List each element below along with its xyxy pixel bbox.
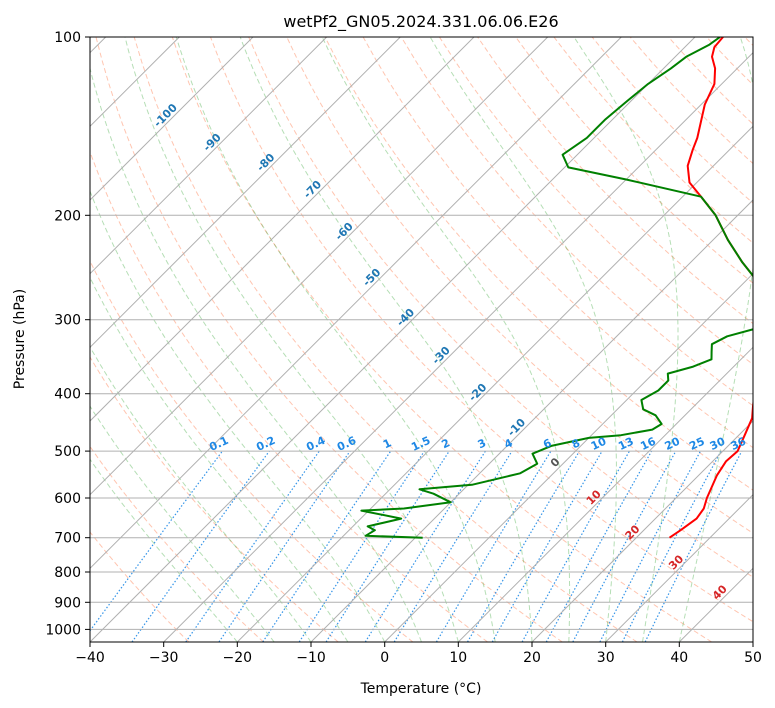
moist-adiabat (429, 37, 617, 642)
dry-adiabat (90, 356, 339, 642)
dry-adiabat (90, 150, 488, 642)
y-tick-label: 1000 (45, 622, 81, 638)
y-tick-label: 500 (54, 444, 81, 460)
x-tick-label: 0 (380, 650, 389, 666)
moist-adiabat (90, 66, 422, 642)
y-tick-label: 300 (54, 313, 81, 329)
mixing-ratio-labels: 0.1 0.2 0.4 0.6 1 1.5 2 3 4 6 8 10 13 16 20 25 30 36 (207, 434, 748, 454)
y-tick-label: 900 (54, 595, 81, 611)
mixing-ratio-line (298, 450, 425, 642)
mixing-ratio-line (131, 450, 270, 642)
isotherm-line (457, 346, 753, 642)
x-tick-label: 20 (523, 650, 541, 666)
mixing-ratio-line (545, 450, 653, 642)
moist-adiabat (90, 405, 275, 642)
y-tick-label: 800 (54, 565, 81, 581)
mixing-ratio-line (393, 450, 513, 642)
profile-lines (360, 37, 753, 539)
x-axis-label: Temperature (°C) (360, 681, 482, 697)
x-tick-label: 50 (744, 650, 762, 666)
mixing-ratio-line (325, 450, 450, 642)
dry-adiabat (210, 37, 753, 623)
mixing-ratio-label: 25 (687, 435, 706, 453)
y-axis: 100 200 300 400 500 600 700 800 900 1000 (45, 30, 90, 638)
isotherm-line (236, 125, 753, 642)
isotherm-line (90, 37, 549, 496)
moist-adiabat (90, 458, 238, 642)
mixing-ratio-label: 36 (729, 435, 749, 453)
moist-adiabat (90, 189, 386, 642)
mixing-ratio-line (262, 450, 392, 642)
y-tick-label: 100 (54, 30, 81, 46)
mixing-ratio-label: 13 (616, 435, 635, 453)
isotherm-line (90, 37, 254, 201)
dry-adiabat (133, 37, 638, 642)
isotherm-line (605, 493, 753, 642)
x-tick-label: −30 (149, 650, 179, 666)
isotherm-line (90, 37, 622, 570)
mixing-ratio-label: 20 (663, 435, 683, 453)
y-axis-label: Pressure (hPa) (12, 289, 28, 389)
isotherm-line (90, 37, 475, 422)
mixing-ratio-line (572, 450, 677, 642)
dry-adiabat (515, 37, 753, 284)
x-tick-label: −20 (223, 650, 253, 666)
moist-adiabat (573, 37, 679, 642)
dry-adiabat (248, 37, 753, 578)
isotherm-line (90, 37, 328, 275)
dry-adiabat (438, 37, 753, 366)
y-tick-label: 600 (54, 491, 81, 507)
temperature-profile (668, 37, 753, 539)
isotherm-line (384, 272, 753, 642)
x-axis: −40 −30 −20 −10 0 10 20 30 40 50 (75, 642, 762, 666)
x-tick-label: 10 (449, 650, 467, 666)
dry-adiabat (90, 531, 190, 642)
mixing-ratio-line (621, 450, 722, 642)
plot-frame (89, 36, 754, 643)
mixing-ratio-label: 16 (638, 435, 658, 453)
background-lines (90, 37, 753, 642)
y-tick-label: 200 (54, 208, 81, 224)
moist-adiabat (239, 37, 533, 642)
dry-adiabat (324, 37, 753, 491)
mixing-ratio-line (185, 450, 320, 642)
isotherm-line (531, 420, 753, 642)
x-tick-label: −40 (75, 650, 105, 666)
mixing-ratio-line (364, 450, 486, 642)
dry-adiabat (90, 445, 264, 642)
mixing-ratio-line (90, 450, 223, 632)
y-tick-label: 700 (54, 531, 81, 547)
dry-adiabat (95, 37, 563, 642)
x-tick-label: −10 (296, 650, 326, 666)
mixing-ratio-label: 30 (708, 435, 728, 453)
x-tick-label: 30 (597, 650, 615, 666)
x-tick-label: 40 (670, 650, 688, 666)
dewpoint-profile (360, 37, 753, 539)
mixing-ratio-line (435, 450, 552, 642)
y-tick-label: 400 (54, 387, 81, 403)
moist-adiabat (678, 37, 753, 642)
moist-adiabat (90, 276, 349, 642)
chart-title: wetPf2_GN05.2024.331.06.06.E26 (283, 12, 558, 32)
mixing-ratio-line (521, 450, 631, 642)
moist-adiabat (124, 37, 459, 642)
dry-adiabat (171, 37, 712, 642)
isotherm-line (163, 51, 753, 642)
mixing-ratio-line (644, 450, 743, 642)
dry-adiabat (400, 37, 753, 407)
mixing-ratio-line (218, 450, 351, 642)
isotherm-line (90, 37, 696, 642)
isotherm-line (90, 37, 401, 349)
isotherm-line (310, 199, 753, 642)
mixing-ratio-label: 10 (589, 435, 609, 453)
moist-adiabat (321, 37, 571, 642)
mixing-ratio-line (599, 450, 702, 642)
